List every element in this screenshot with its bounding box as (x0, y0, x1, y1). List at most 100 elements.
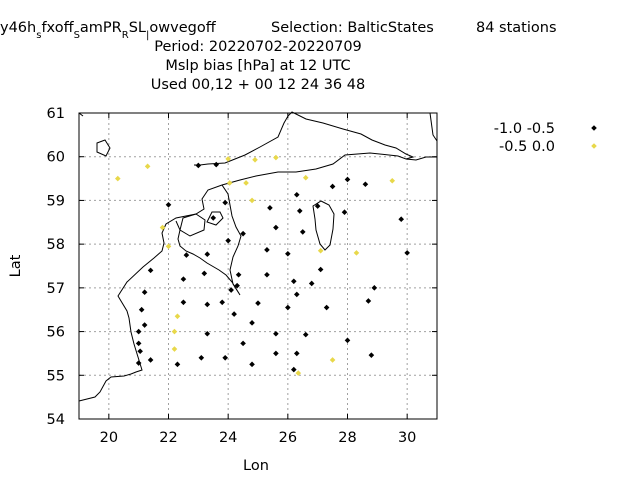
title-part: y46h (0, 20, 36, 36)
x-tick-label: 26 (279, 430, 297, 446)
data-point (138, 306, 145, 313)
data-point (308, 280, 315, 287)
data-point (135, 328, 142, 335)
data-point (219, 299, 225, 306)
data-point (198, 355, 205, 361)
data-point (137, 348, 143, 355)
period-label: Period: 20220702-20220709 (154, 39, 362, 55)
data-point (225, 156, 231, 162)
data-point (323, 304, 330, 311)
data-point (398, 216, 404, 223)
data-point (174, 313, 181, 320)
grid-lines (79, 113, 437, 419)
data-point (147, 357, 154, 363)
data-point (273, 330, 279, 337)
data-point (273, 224, 279, 231)
selection-label: Selection: BalticStates (271, 20, 434, 36)
used-label: Used 00,12 + 00 12 24 36 48 (151, 77, 365, 93)
title-part: owvegoff (149, 20, 216, 36)
title-part: S (74, 30, 80, 41)
data-point (296, 208, 303, 214)
parameter-label: Mslp bias [hPa] at 12 UTC (165, 58, 350, 74)
data-point (174, 361, 181, 368)
data-point (329, 357, 336, 363)
data-point (317, 266, 324, 273)
legend-marker (591, 125, 597, 131)
data-point (231, 311, 237, 317)
x-tick-label: 30 (398, 430, 416, 446)
x-axis-ticks: 20 22 24 26 28 30 (100, 113, 416, 446)
chart-title-run: y46hsfxoffSamPRRSL|owvegoff (0, 20, 217, 41)
data-point (389, 177, 396, 184)
data-point (165, 202, 172, 208)
y-tick-label: 60 (47, 150, 65, 166)
data-point (141, 322, 148, 328)
data-point (267, 205, 273, 211)
data-point (295, 370, 302, 376)
data-point (159, 224, 166, 231)
data-point (353, 250, 360, 256)
x-tick-label: 28 (338, 430, 356, 446)
data-point (183, 252, 190, 258)
title-part: | (146, 30, 149, 41)
data-point (171, 328, 178, 335)
y-tick-label: 58 (47, 237, 65, 253)
data-point (302, 174, 309, 181)
scatter-points (114, 154, 410, 376)
data-point (404, 250, 410, 256)
y-tick-label: 59 (47, 193, 65, 209)
data-point (264, 271, 270, 278)
y-tick-label: 56 (47, 325, 65, 341)
data-point (249, 361, 255, 368)
title-part: s (36, 30, 41, 41)
data-point (240, 230, 246, 237)
y-tick-label: 57 (47, 281, 65, 297)
data-point (213, 161, 220, 168)
stations-count: 84 stations (476, 20, 557, 36)
y-tick-label: 61 (47, 106, 65, 122)
legend: -1.0 -0.5 -0.5 0.0 (494, 121, 597, 155)
data-point (165, 243, 172, 250)
data-point (273, 350, 279, 357)
data-point (171, 346, 178, 352)
legend-marker (591, 143, 597, 149)
data-point (204, 251, 211, 257)
coastline (78, 111, 438, 402)
data-point (344, 176, 351, 183)
data-point (264, 247, 270, 253)
data-point (222, 355, 228, 361)
data-point (302, 331, 309, 338)
data-point (368, 352, 375, 358)
data-point (235, 271, 242, 278)
title-part: fxoff (41, 20, 74, 36)
data-point (293, 191, 300, 198)
y-axis-label: Lat (8, 254, 24, 277)
title-part: SL (129, 20, 146, 36)
legend-label: -0.5 0.0 (499, 139, 555, 155)
data-point (204, 301, 211, 308)
data-point (222, 199, 228, 206)
data-point (114, 175, 121, 182)
data-point (344, 337, 351, 344)
data-point (195, 162, 202, 169)
data-point (329, 183, 336, 190)
data-point (240, 340, 246, 347)
plot-area (78, 111, 438, 420)
title-part: R (122, 30, 129, 41)
data-point (180, 276, 187, 282)
data-point (249, 320, 255, 326)
data-point (243, 180, 249, 186)
data-point (210, 215, 217, 221)
x-tick-label: 20 (100, 430, 118, 446)
data-point (228, 287, 234, 293)
data-point (255, 300, 261, 306)
data-point (291, 278, 297, 285)
data-point (135, 360, 142, 366)
x-tick-label: 24 (219, 430, 237, 446)
data-point (314, 203, 321, 209)
plot-frame (78, 112, 438, 420)
data-point (180, 299, 187, 306)
data-point (371, 285, 378, 291)
data-point (365, 298, 372, 304)
